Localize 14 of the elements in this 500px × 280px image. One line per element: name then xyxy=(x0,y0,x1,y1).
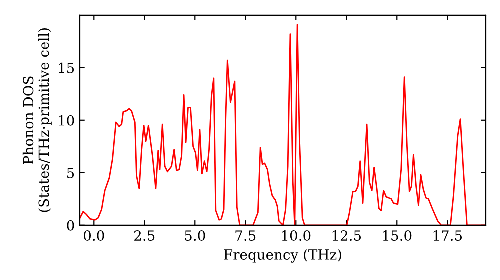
y-tick-label: 10 xyxy=(59,115,74,126)
x-tick-label: 15.0 xyxy=(383,230,412,242)
y-tick-label: 0 xyxy=(67,220,74,231)
x-tick-label: 12.5 xyxy=(332,230,362,242)
x-tick-label: 7.5 xyxy=(236,230,256,242)
x-tick-label: 10.0 xyxy=(282,230,311,242)
y-tick-label: 5 xyxy=(67,168,74,178)
y-tick-label: 15 xyxy=(59,62,74,74)
x-axis-title: Frequency (THz) xyxy=(224,249,342,263)
x-tick-label: 2.5 xyxy=(134,230,155,242)
y-axis-title: Phonon DOS (States/THz·primitive cell) xyxy=(22,28,52,212)
x-tick-label: 5.0 xyxy=(185,230,206,242)
x-tick-label: 17.5 xyxy=(434,230,462,242)
x-tick-label: 0.0 xyxy=(84,230,104,242)
